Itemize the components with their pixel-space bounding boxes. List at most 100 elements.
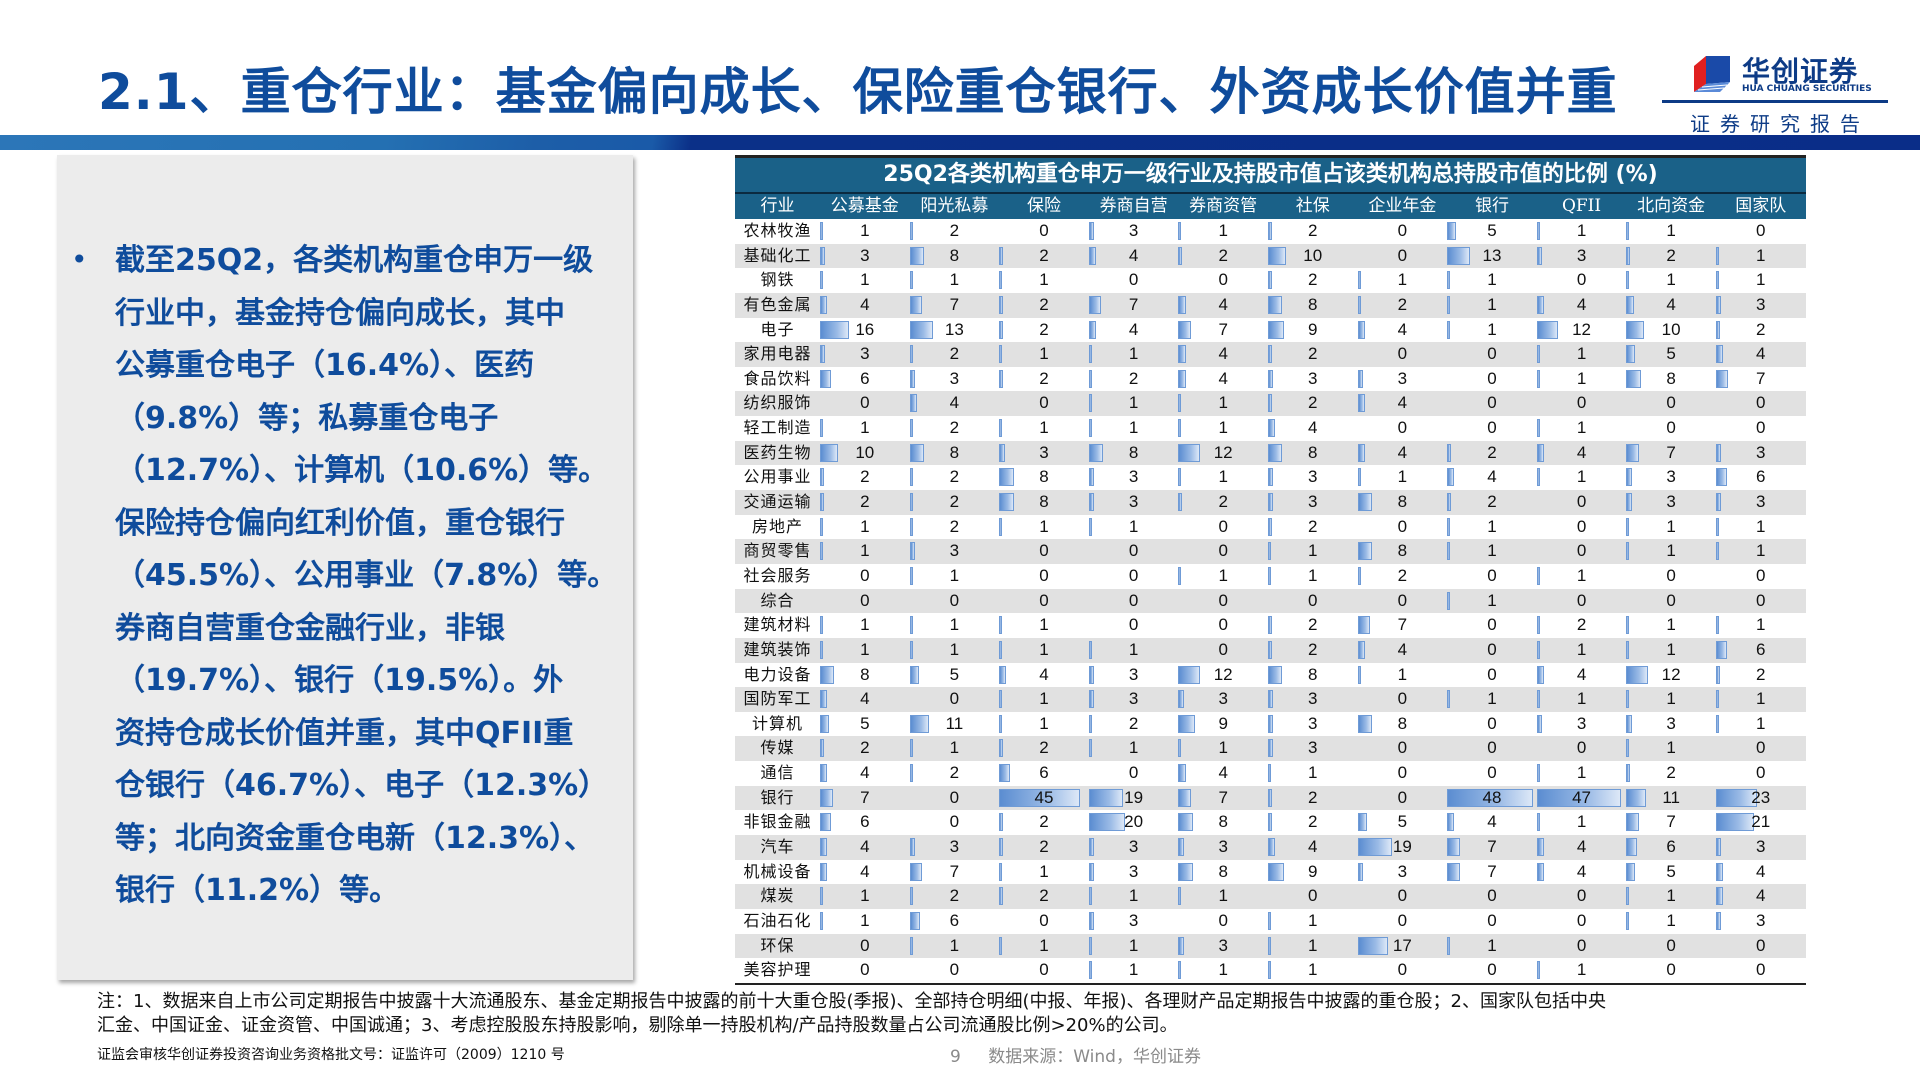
table-cell: 0	[999, 391, 1089, 416]
industry-label: 非银金融	[743, 812, 812, 832]
cell-value: 4	[860, 861, 870, 881]
data-bar	[999, 862, 1003, 881]
data-bar	[820, 911, 823, 930]
data-bar	[909, 911, 921, 930]
data-bar	[1178, 345, 1186, 364]
table-cell: 2	[909, 490, 1000, 515]
cell-value: 8	[1039, 467, 1049, 487]
data-bar	[1626, 887, 1630, 906]
data-bar	[1715, 616, 1719, 635]
cell-value: 3	[1576, 713, 1587, 733]
table-cell: 3	[1088, 860, 1179, 885]
cell-value: 10	[1303, 245, 1323, 265]
table-cell: 2	[909, 761, 1000, 786]
table-cell: 1	[1626, 638, 1716, 663]
cell-value: 8	[860, 664, 870, 684]
data-bar	[1447, 542, 1451, 561]
report-type-label: 证券研究报告	[1690, 112, 1870, 136]
cell-value: 7	[1218, 787, 1228, 807]
data-bar	[1088, 813, 1125, 832]
data-bar	[1536, 690, 1540, 709]
cell-value: 0	[949, 590, 960, 610]
data-bar	[1536, 616, 1541, 635]
table-cell: 0	[1447, 613, 1537, 638]
cell-value: 3	[1397, 861, 1408, 881]
table-cell: 8	[909, 244, 1000, 269]
table-row: 食品饮料 6 3 2 2 4 3 3 0 1 8 7	[735, 366, 1806, 392]
table-cell: 3	[820, 342, 910, 367]
data-bar	[1088, 468, 1095, 487]
cell-value: 0	[860, 590, 870, 610]
cell-value: 0	[1397, 689, 1408, 709]
cell-value: 1	[1218, 738, 1228, 758]
cell-value: 3	[1666, 467, 1676, 487]
cell-value: 3	[860, 344, 870, 364]
industry-label: 社会服务	[743, 565, 812, 585]
table-cell: 2	[1267, 613, 1358, 638]
data-bar	[999, 838, 1003, 857]
cell-value: 3	[949, 837, 960, 857]
cell-value: 1	[1576, 960, 1587, 980]
data-bar	[1626, 788, 1647, 807]
data-bar	[1536, 468, 1540, 487]
table-cell: 1	[1178, 391, 1268, 416]
table-cell: 9	[1178, 712, 1268, 737]
cell-value: 5	[1666, 344, 1676, 364]
cell-value: 8	[1666, 368, 1676, 388]
data-bar	[1447, 936, 1451, 955]
industry-label: 有色金属	[743, 294, 812, 314]
table-cell: 6	[1715, 465, 1806, 490]
cell-value: 0	[1756, 960, 1766, 980]
industry-label: 石油石化	[743, 910, 812, 930]
cell-value: 1	[1039, 270, 1049, 290]
table-cell: 4	[1357, 391, 1448, 416]
industry-label: 综合	[760, 590, 795, 610]
table-cell: 12	[1178, 441, 1268, 466]
data-bar	[999, 517, 1003, 536]
table-cell: 5	[1626, 342, 1716, 367]
table-cell: 3	[999, 441, 1089, 466]
table-cell: 2	[820, 490, 910, 515]
data-bar	[820, 443, 838, 462]
data-bar	[1178, 838, 1184, 857]
data-bar	[1357, 271, 1361, 290]
logo-chinese-name: 华创证券	[1742, 55, 1859, 88]
table-cell: 2	[909, 465, 1000, 490]
cell-value: 0	[1576, 516, 1587, 536]
data-bar	[1626, 443, 1639, 462]
data-bar	[1267, 640, 1272, 659]
table-cell: 3	[1267, 712, 1358, 737]
table-cell: 1	[1447, 293, 1537, 318]
industry-label: 通信	[760, 763, 795, 783]
table-cell: 4	[1536, 293, 1627, 318]
data-bar	[1088, 246, 1096, 265]
cell-value: 0	[1128, 615, 1139, 635]
table-cell: 9	[1267, 860, 1358, 885]
cell-value: 7	[1128, 294, 1139, 314]
cell-value: 19	[1392, 837, 1412, 857]
data-bar	[820, 764, 828, 783]
table-cell: 3	[1088, 219, 1179, 244]
data-bar	[909, 394, 917, 413]
cell-value: 7	[1487, 861, 1497, 881]
data-bar	[1088, 369, 1093, 388]
cell-value: 23	[1751, 787, 1771, 807]
table-cell: 1	[1178, 736, 1268, 761]
table-cell: 0	[1089, 761, 1179, 786]
data-bar	[1447, 246, 1471, 265]
table-cell: 0	[820, 391, 910, 416]
cell-value: 1	[860, 910, 870, 930]
data-bar	[1715, 443, 1722, 462]
table-cell: 2	[909, 219, 1000, 244]
cell-value: 2	[949, 516, 960, 536]
data-bar	[999, 739, 1003, 758]
data-bar	[1626, 714, 1632, 733]
data-bar	[820, 468, 824, 487]
table-row: 国防军工 4 0 1 3 3 3 0 1 1 1 1	[735, 687, 1806, 712]
cell-value: 4	[1576, 664, 1587, 684]
data-bar	[1715, 542, 1719, 561]
data-bar	[909, 493, 914, 512]
table-cell: 5	[909, 663, 1000, 688]
cell-value: 1	[1576, 763, 1587, 783]
cell-value: 4	[1308, 418, 1318, 438]
